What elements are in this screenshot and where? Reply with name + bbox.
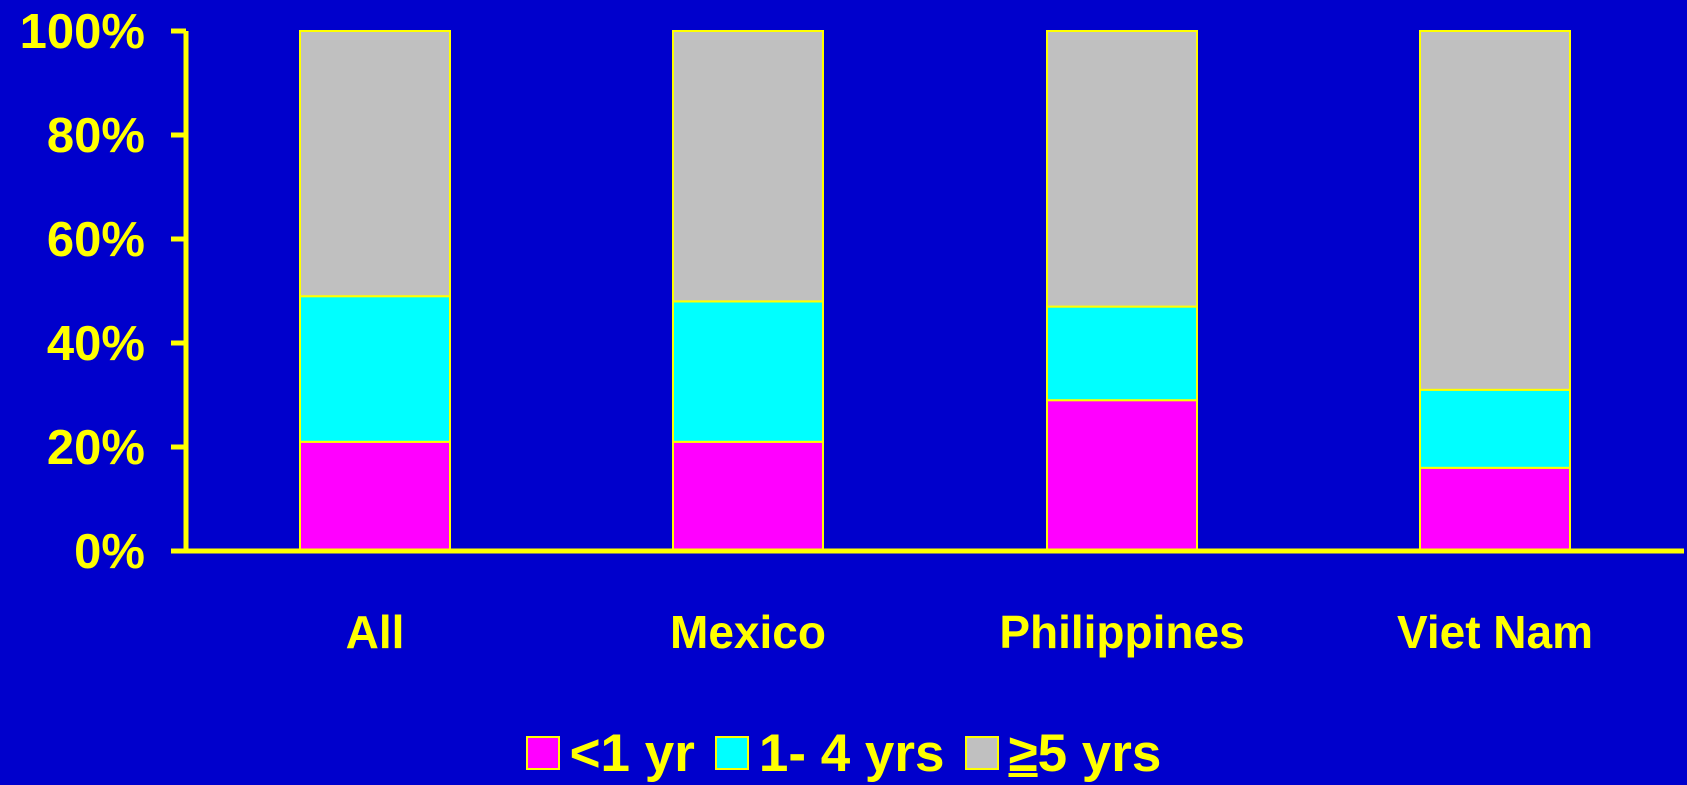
legend-label-5-plus-yrs-prefix: ≥ [1008, 723, 1038, 783]
bar-segment-viet-nam-series-0 [1419, 466, 1571, 552]
bars-layer [299, 30, 1571, 553]
x-category-label-all: All [346, 606, 405, 658]
legend-swatch-under-1-yr [525, 736, 560, 770]
legend-item-1-4-yrs: 1- 4 yrs [714, 723, 945, 783]
bar-segment-all-series-2 [299, 30, 451, 298]
x-category-label-viet-nam: Viet Nam [1397, 606, 1593, 658]
bar-segment-mexico-series-1 [672, 300, 824, 443]
y-tick-label-40: 40% [47, 317, 145, 371]
y-tick-label-20: 20% [47, 421, 145, 475]
legend: <1 yr 1- 4 yrs ≥5 yrs [0, 722, 1687, 784]
axis-layer [171, 31, 1684, 554]
legend-label-5-plus-yrs: ≥5 yrs [1009, 727, 1162, 780]
bar-segment-mexico-series-2 [672, 30, 824, 303]
y-tick-label-100: 100% [20, 5, 145, 59]
x-category-label-mexico: Mexico [670, 606, 826, 658]
bar-segment-philippines-series-1 [1046, 305, 1198, 402]
legend-label-5-plus-yrs-rest: 5 yrs [1037, 723, 1162, 783]
bar-segment-philippines-series-2 [1046, 30, 1198, 308]
y-tick-label-0: 0% [74, 525, 145, 579]
x-category-labels: All Mexico Philippines Viet Nam [346, 606, 1593, 658]
legend-swatch-1-4-yrs [714, 736, 749, 770]
legend-label-under-1-yr: <1 yr [569, 723, 695, 783]
legend-item-5-plus-yrs: ≥5 yrs [964, 727, 1162, 780]
legend-label-1-4-yrs: 1- 4 yrs [758, 723, 945, 783]
bar-segment-mexico-series-0 [672, 440, 824, 552]
bar-segment-viet-nam-series-2 [1419, 30, 1571, 391]
bar-segment-all-series-1 [299, 295, 451, 443]
bar-segment-all-series-0 [299, 440, 451, 552]
bar-segment-viet-nam-series-1 [1419, 388, 1571, 469]
legend-swatch-5-plus-yrs [964, 736, 999, 770]
y-tick-label-80: 80% [47, 109, 145, 163]
x-category-label-philippines: Philippines [999, 606, 1244, 658]
y-tick-label-60: 60% [47, 213, 145, 267]
y-ticks-layer: 0% 20% 40% 60% 80% 100% [20, 5, 186, 579]
bar-segment-philippines-series-0 [1046, 399, 1198, 553]
legend-item-under-1-yr: <1 yr [525, 723, 695, 783]
